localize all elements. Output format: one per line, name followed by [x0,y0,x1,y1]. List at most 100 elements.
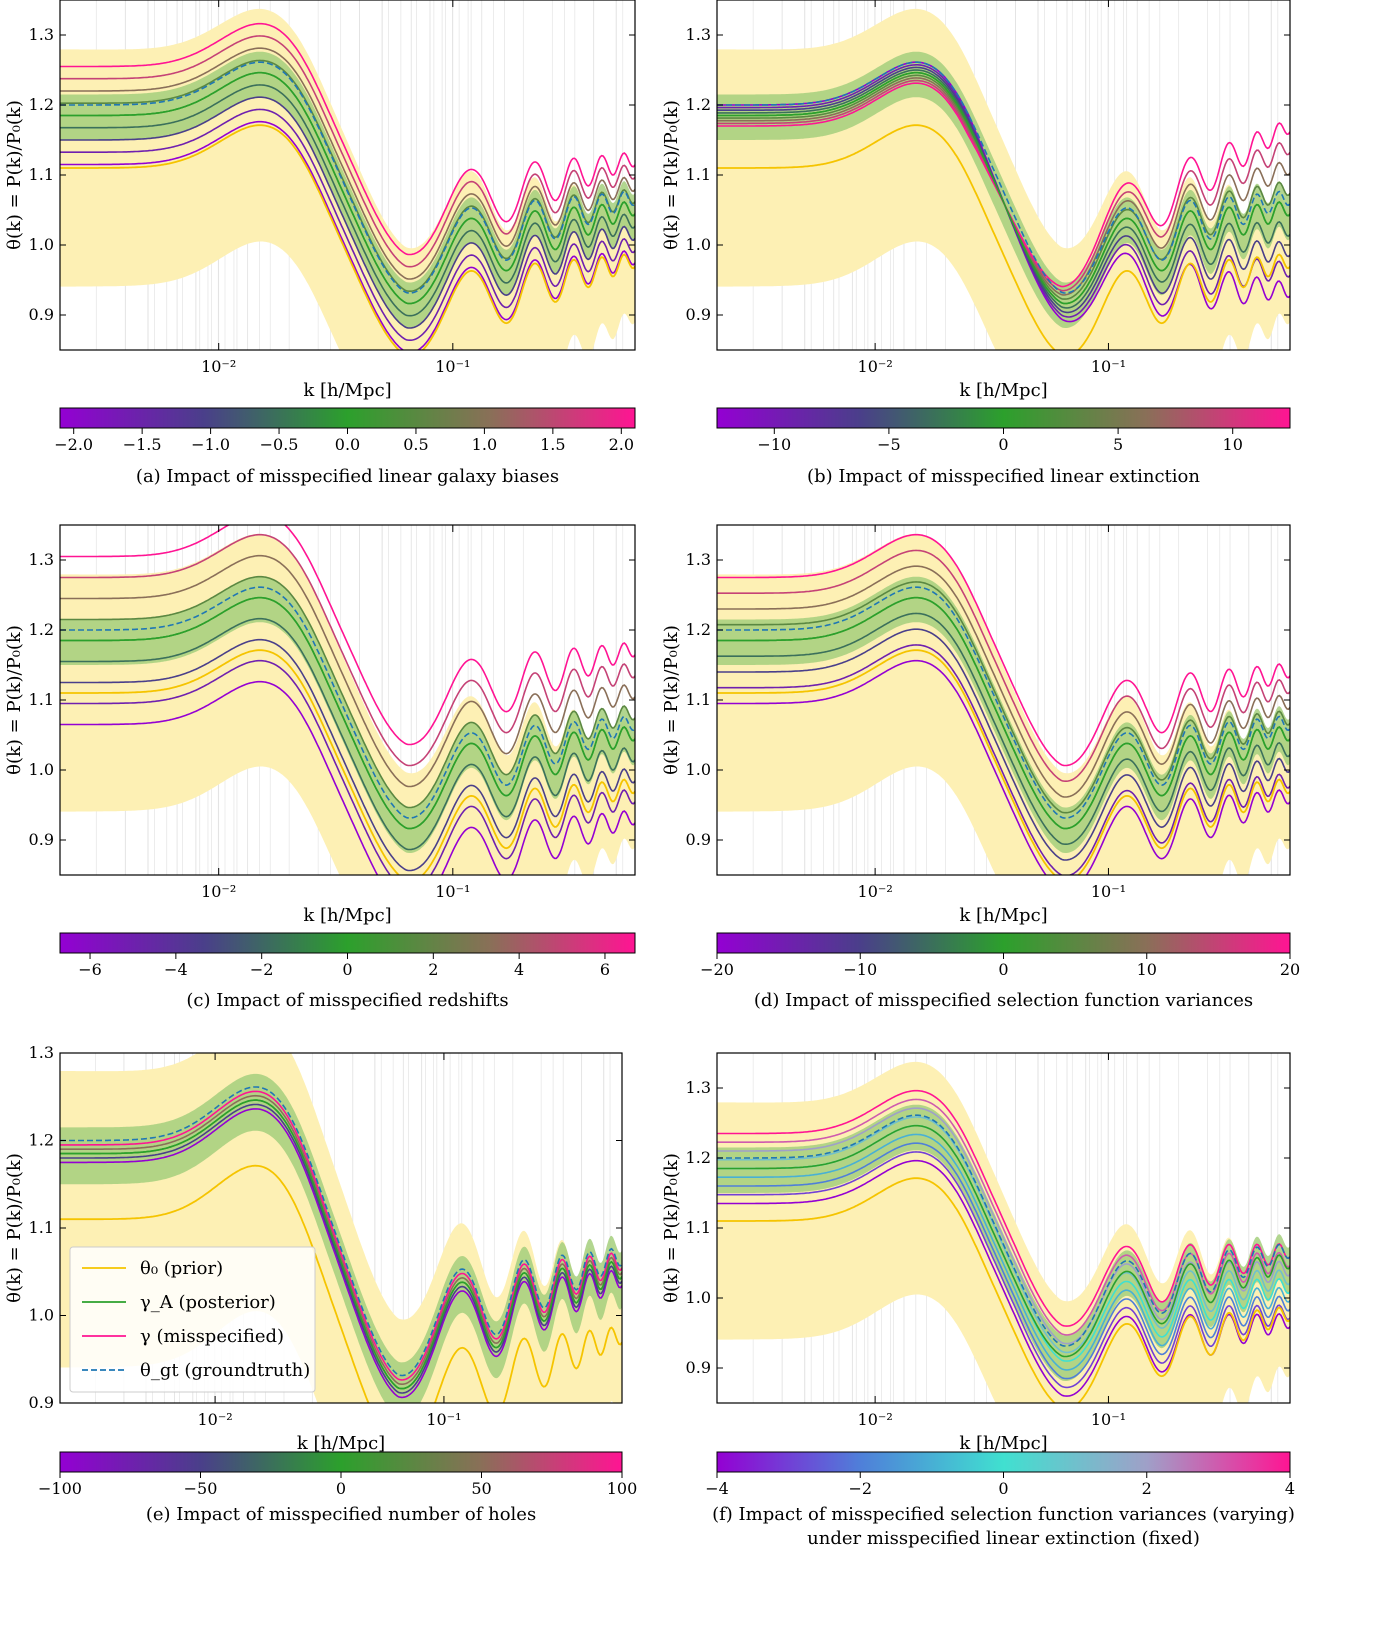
colorbar-tick-label: 2 [1142,1479,1152,1498]
y-tick-label: 1.1 [686,165,711,184]
y-tick-label: 1.2 [686,620,711,639]
misspecified-curve [717,1133,1290,1371]
y-tick-label: 1.0 [686,760,711,779]
legend-label-misspecified: γ (misspecified) [140,1326,284,1347]
colorbar-tick-label: −10 [757,435,791,454]
y-tick-label: 1.3 [686,25,711,44]
groundtruth-line [717,1114,1290,1347]
colorbar [716,1451,1291,1473]
posterior-line [717,596,1290,830]
panel-e: 0.9 1.0 1.1 1.2 1.3 10⁻² 10⁻¹ θ(k) = P(k)/P₀(k)… [4,1043,637,1525]
y-tick-label: 0.9 [29,1393,54,1412]
misspecified-curve [60,108,635,341]
colorbar-tick-label: −1.0 [191,435,230,454]
legend-box [69,1246,316,1393]
x-tick-label: 10⁻¹ [435,882,470,901]
colorbar-tick-label: 5 [1113,435,1123,454]
legend-label-groundtruth: θ_gt (groundtruth) [140,1360,310,1381]
misspecified-curve [717,581,1290,814]
colorbar [716,932,1291,954]
x-tick-label: 10⁻² [858,882,893,901]
colorbar-tick-label: −100 [38,1479,82,1498]
misspecified-curve [60,554,635,788]
y-tick-label: 1.0 [29,1306,54,1325]
misspecified-curve [60,617,635,851]
panel-d: 0.9 1.0 1.1 1.2 1.3 10⁻² 10⁻¹ θ(k) = P(k)/P₀(k)… [661,524,1300,1011]
colorbar-tick-label: −20 [700,960,734,979]
posterior-line [717,71,1290,305]
y-tick-label: 1.3 [29,550,54,569]
colorbar-tick-label: 4 [514,960,524,979]
colorbar-tick-label: −5 [877,435,901,454]
x-tick-label: 10⁻¹ [435,357,470,376]
y-tick-label: 1.1 [29,690,54,709]
misspecified-curve [717,628,1290,861]
misspecified-curve [717,1151,1290,1389]
y-tick-label: 1.1 [686,690,711,709]
colorbar-tick-label: −0.5 [260,435,299,454]
misspecified-curve [60,47,635,280]
misspecified-curve [60,533,635,767]
posterior-line [717,1124,1290,1358]
misspecified-curve [60,659,635,875]
y-tick-label: 1.2 [29,95,54,114]
colorbar-tick-label: −2 [848,1479,872,1498]
groundtruth-line [717,61,1290,294]
x-tick-label: 10⁻² [201,882,236,901]
colorbar-tick-label: 0 [998,1479,1008,1498]
y-axis-label: θ(k) = P(k)/P₀(k) [661,625,682,775]
misspecified-curve [717,659,1290,875]
misspecified-curve [717,612,1290,845]
x-axis-label: k [h/Mpc] [959,380,1047,401]
misspecified-curve [60,638,635,872]
x-tick-label: 10⁻¹ [1091,1410,1126,1429]
legend: θ₀ (prior) γ_A (posterior) γ (misspecified… [69,1246,316,1393]
colorbar-tick-label: 6 [600,960,610,979]
x-tick-label: 10⁻¹ [1091,882,1126,901]
misspecified-curve [60,35,635,268]
x-axis-label: k [h/Mpc] [959,905,1047,926]
y-axis-label: θ(k) = P(k)/P₀(k) [661,100,682,250]
y-tick-label: 1.2 [686,95,711,114]
y-tick-label: 1.3 [29,25,54,44]
colorbar-tick-label: 20 [1280,960,1300,979]
panel-caption: (e) Impact of misspecified number of hol… [146,1504,536,1525]
panel-c: 0.9 1.0 1.1 1.2 1.3 10⁻² 10⁻¹ θ(k) = P(k)/P₀(k)… [4,524,636,1011]
y-axis-label: θ(k) = P(k)/P₀(k) [4,1153,25,1303]
colorbar-tick-label: 0 [342,960,352,979]
misspecified-curve [60,680,635,875]
y-tick-label: 1.0 [686,235,711,254]
y-axis-label: θ(k) = P(k)/P₀(k) [661,1153,682,1303]
colorbar-tick-label: −4 [705,1479,729,1498]
misspecified-curve [60,1090,622,1381]
y-tick-label: 1.0 [686,1288,711,1307]
misspecified-curve [60,575,635,809]
panel-caption: (d) Impact of misspecified selection fun… [754,990,1253,1011]
colorbar-tick-label: −50 [184,1479,218,1498]
panel-b: 0.9 1.0 1.1 1.2 1.3 10⁻² 10⁻¹ θ(k) = P(k)/P₀(k)… [661,0,1291,487]
legend-label-posterior: γ_A (posterior) [140,1292,276,1313]
misspecified-curve [60,1108,622,1399]
colorbar-tick-label: 2.0 [609,435,634,454]
y-tick-label: 0.9 [29,830,54,849]
colorbar-tick-label: 0 [336,1479,346,1498]
misspecified-curve [60,22,635,256]
colorbar-tick-label: 0 [998,960,1008,979]
misspecified-curve [60,1103,622,1394]
misspecified-curve [717,1089,1290,1327]
posterior-line [60,596,635,830]
colorbar-tick-label: −10 [843,960,877,979]
colorbar-tick-label: 1.0 [472,435,497,454]
misspecified-curve [60,1094,622,1385]
posterior-line [60,1099,622,1390]
colorbar-tick-label: −2 [250,960,274,979]
y-axis-label: θ(k) = P(k)/P₀(k) [4,100,25,250]
x-tick-label: 10⁻² [858,357,893,376]
colorbar-tick-label: 50 [471,1479,491,1498]
misspecified-curve [717,533,1290,767]
panel-f: 0.9 1.0 1.1 1.2 1.3 10⁻² 10⁻¹ θ(k) = P(k)/P₀(k)… [661,1052,1295,1549]
posterior-band [717,576,1290,853]
prior-line [60,124,635,350]
colorbar [716,407,1291,429]
colorbar-tick-label: 0.5 [403,435,428,454]
